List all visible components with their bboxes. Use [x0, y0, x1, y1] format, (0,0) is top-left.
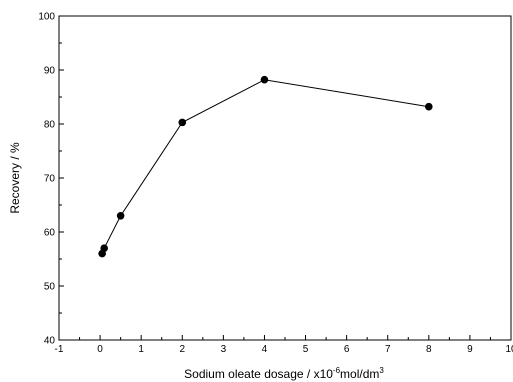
y-tick-label: 90: [44, 66, 56, 77]
y-tick-label: 50: [44, 282, 56, 293]
series-line: [101, 79, 429, 254]
x-tick-label: 9: [467, 344, 473, 355]
x-tick-label: 6: [344, 344, 350, 355]
x-axis-title-exponent-2: 3: [379, 366, 384, 375]
plot-frame: [58, 15, 512, 341]
x-tick-label: 0: [97, 344, 103, 355]
x-axis-title: Sodium oleate dosage / x10-6mol/dm3: [184, 366, 384, 381]
data-point: [260, 75, 269, 84]
series-layer: [98, 75, 433, 258]
y-tick-label: 70: [44, 174, 56, 185]
x-axis-title-exponent-1: -6: [333, 366, 341, 375]
x-tick-label: 10: [505, 344, 513, 355]
y-tick-label: 40: [44, 336, 56, 347]
y-axis-ticks: 40 50 60 70 80 90 100: [38, 12, 64, 347]
x-axis-ticks: -1 0 1 2 3 4 5 6 7 8 9 10: [55, 335, 513, 355]
x-tick-label: 4: [262, 344, 268, 355]
y-tick-label: 80: [44, 120, 56, 131]
data-point: [425, 102, 433, 111]
x-axis-title-prefix: Sodium oleate dosage / x10: [184, 367, 333, 381]
x-tick-label: 2: [179, 344, 185, 355]
x-tick-label: 1: [138, 344, 144, 355]
plot-border: [58, 15, 512, 341]
x-tick-label: 7: [385, 344, 391, 355]
data-point: [116, 212, 125, 220]
x-tick-label: 3: [221, 344, 227, 355]
x-axis-title-unit: mol/dm: [340, 367, 379, 381]
x-tick-label: -1: [55, 344, 64, 355]
y-tick-label: 60: [44, 228, 56, 239]
x-tick-label: 5: [303, 344, 309, 355]
x-tick-label: 8: [426, 344, 432, 355]
data-point: [100, 244, 108, 252]
y-tick-label: 100: [38, 12, 55, 23]
data-point: [178, 118, 187, 127]
y-axis-title: Recovery / %: [8, 142, 22, 214]
